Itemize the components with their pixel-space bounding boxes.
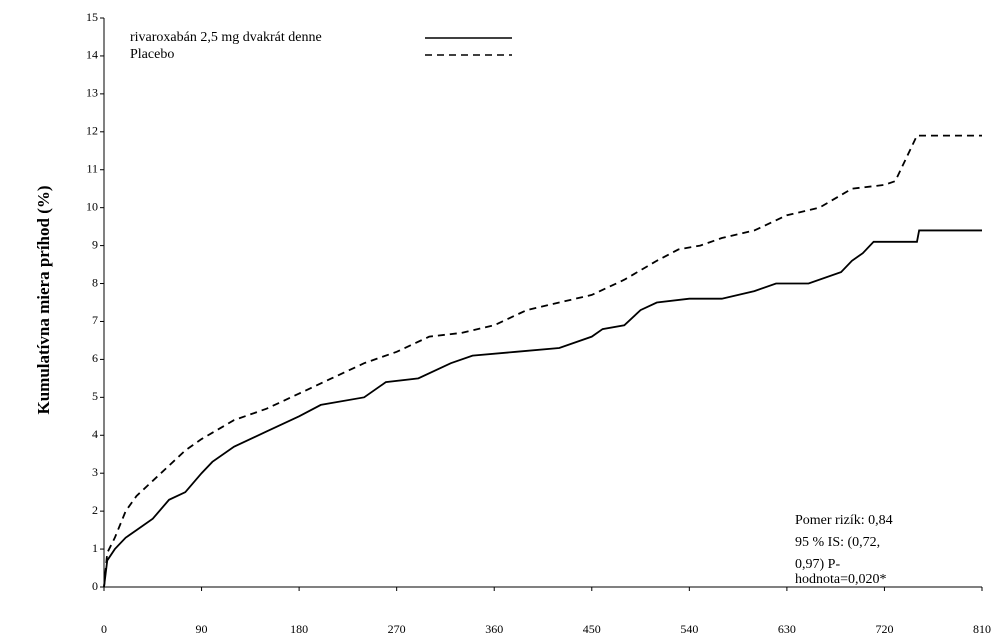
y-tick-label: 6 <box>92 351 98 365</box>
x-tick-label: 720 <box>875 622 893 636</box>
x-tick-label: 540 <box>680 622 698 636</box>
y-tick-label: 4 <box>92 427 98 441</box>
y-tick-label: 11 <box>86 161 98 175</box>
x-tick-label: 90 <box>196 622 208 636</box>
series-line <box>103 229 982 588</box>
x-tick-label: 810 <box>973 622 991 636</box>
legend-label: Placebo <box>130 47 174 62</box>
y-tick-label: 1 <box>92 541 98 555</box>
y-tick-label: 10 <box>86 199 98 213</box>
x-tick-label: 630 <box>778 622 796 636</box>
y-tick-label: 3 <box>92 465 98 479</box>
y-tick-label: 15 <box>86 10 98 24</box>
annotation-line: 0,97) P- <box>795 557 840 572</box>
y-tick-label: 12 <box>86 124 98 138</box>
y-tick-label: 9 <box>92 237 98 251</box>
y-tick-label: 0 <box>92 579 98 593</box>
legend-label: rivaroxabán 2,5 mg dvakrát denne <box>130 30 322 45</box>
x-tick-label: 0 <box>101 622 107 636</box>
y-tick-label: 13 <box>86 86 98 100</box>
y-axis-title: Kumulatívna miera príhod (%) <box>34 185 53 414</box>
series-line <box>103 134 982 588</box>
x-tick-label: 180 <box>290 622 308 636</box>
annotation-line: 95 % IS: (0,72, <box>795 535 880 550</box>
y-tick-label: 8 <box>92 275 98 289</box>
y-tick-label: 14 <box>86 48 98 62</box>
y-tick-label: 5 <box>92 389 98 403</box>
annotation-line: Pomer rizík: 0,84 <box>795 513 893 528</box>
y-tick-label: 7 <box>92 313 98 327</box>
annotation-line: hodnota=0,020* <box>795 572 887 587</box>
y-tick-label: 2 <box>92 503 98 517</box>
x-tick-label: 360 <box>485 622 503 636</box>
x-tick-label: 270 <box>388 622 406 636</box>
x-tick-label: 450 <box>583 622 601 636</box>
